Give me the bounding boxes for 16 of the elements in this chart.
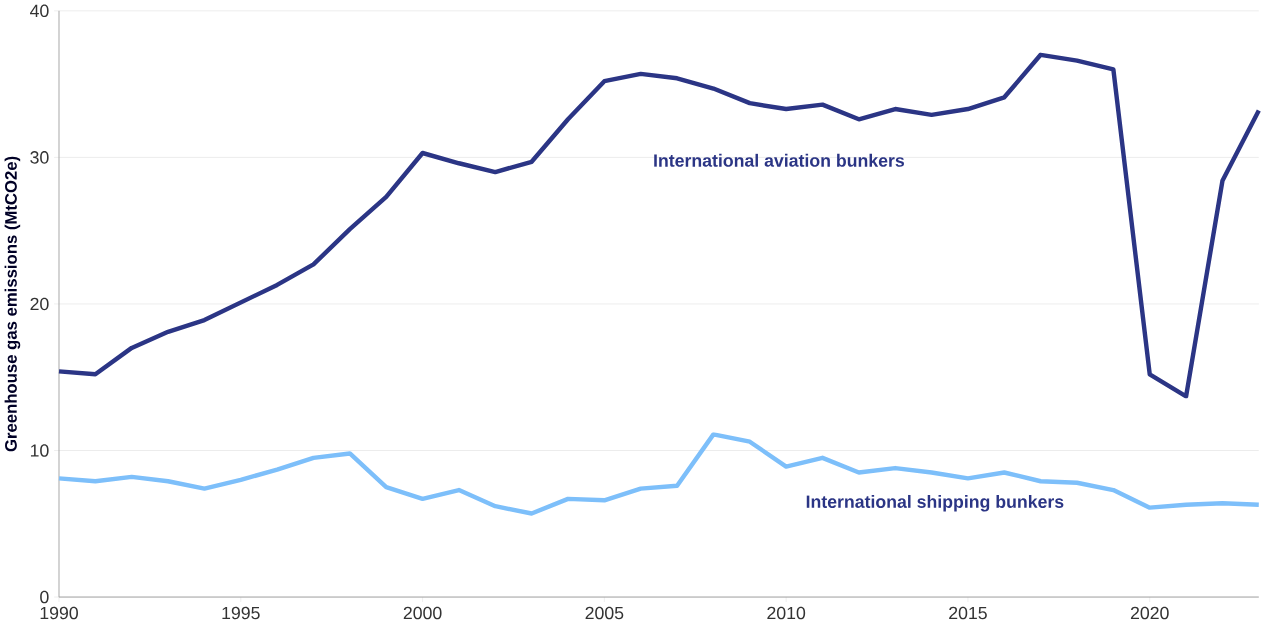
y-tick-label: 20 — [30, 297, 49, 311]
x-tick-label: 1990 — [40, 606, 78, 620]
x-tick-label: 2000 — [403, 606, 442, 620]
x-tick-label: 2020 — [1130, 606, 1169, 620]
series-label: International shipping bunkers — [806, 495, 1064, 512]
x-tick-label: 2010 — [767, 606, 806, 620]
x-tick-label: 2015 — [949, 606, 987, 620]
y-axis-title: Greenhouse gas emissions (MtCO2e) — [4, 156, 21, 452]
x-tick-label: 1995 — [222, 606, 260, 620]
y-tick-label: 10 — [30, 444, 49, 457]
y-tick-label: 40 — [30, 4, 49, 18]
line-series — [56, 432, 1261, 516]
text: International aviation bunkers — [654, 153, 904, 167]
x-tick-label: 2005 — [585, 606, 624, 620]
y-tick-label: 0 — [40, 590, 49, 604]
y-tick-label: 30 — [30, 151, 49, 164]
